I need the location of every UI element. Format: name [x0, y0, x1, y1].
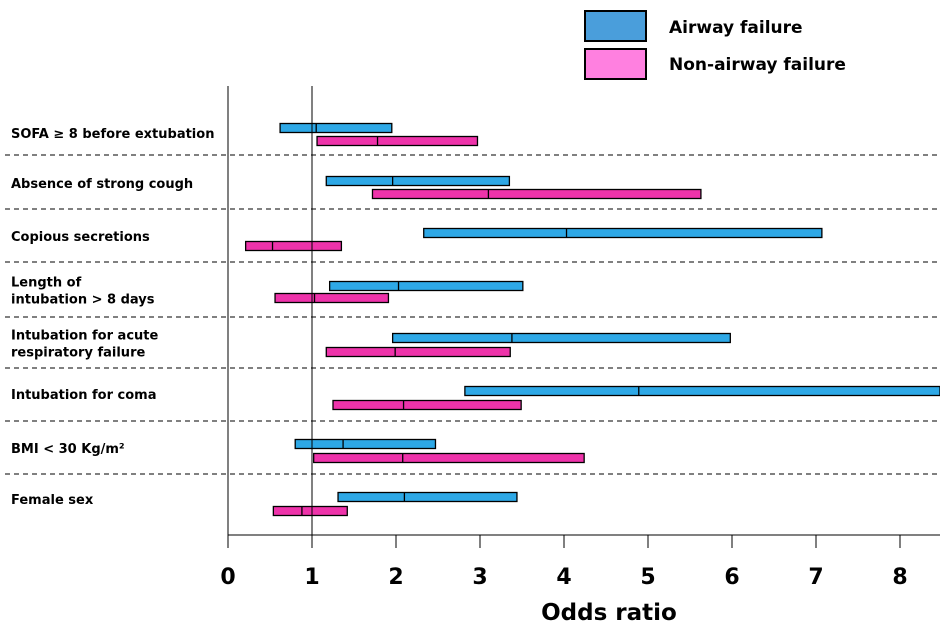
- x-tick-label: 0: [220, 565, 235, 590]
- category-label: SOFA ≥ 8 before extubation: [11, 127, 214, 142]
- ci-bar: [244, 240, 343, 252]
- legend-swatch-airway: [584, 10, 647, 42]
- category-label: Female sex: [11, 493, 94, 508]
- x-tick-label: 7: [808, 565, 823, 590]
- x-tick-label: 6: [724, 565, 739, 590]
- ci-bar: [337, 491, 518, 503]
- x-tick-label: 4: [556, 565, 571, 590]
- legend-label-non-airway: Non-airway failure: [669, 55, 846, 75]
- ci-bar: [316, 135, 479, 147]
- x-tick-label: 5: [640, 565, 655, 590]
- ci-bar: [325, 346, 511, 358]
- x-tick-label: 1: [304, 565, 319, 590]
- category-label: Absence of strong cough: [11, 177, 193, 192]
- ci-bar: [325, 175, 511, 187]
- legend-swatch-non-airway: [584, 48, 647, 80]
- x-tick-label: 2: [388, 565, 403, 590]
- ci-bar: [274, 292, 390, 304]
- legend: Airway failure Non-airway failure: [584, 10, 846, 80]
- category-label: Intubation for coma: [11, 388, 157, 403]
- category-label: intubation > 8 days: [11, 293, 155, 308]
- bars-layer: [244, 122, 940, 517]
- ci-bar: [328, 280, 524, 292]
- ci-bar: [279, 122, 393, 134]
- x-tick-label: 8: [892, 565, 907, 590]
- category-labels: SOFA ≥ 8 before extubation Absence of str…: [11, 127, 214, 508]
- category-label: BMI < 30 Kg/m²: [11, 442, 125, 457]
- row-separators: [5, 154, 940, 475]
- x-axis-ticks: 0 1 2 3 4 5 6 7 8: [220, 535, 908, 590]
- legend-label-airway: Airway failure: [669, 18, 803, 38]
- category-label: Copious secretions: [11, 230, 150, 245]
- x-tick-label: 3: [472, 565, 487, 590]
- category-label: Length of: [11, 276, 82, 291]
- axes: [227, 86, 940, 536]
- ci-bar: [391, 332, 731, 344]
- category-label: respiratory failure: [11, 346, 145, 361]
- ci-bar: [371, 188, 702, 200]
- ci-bar: [332, 399, 522, 411]
- ci-bar: [272, 505, 348, 517]
- ci-bar: [313, 452, 585, 464]
- ci-bar: [464, 385, 940, 397]
- ci-bar: [423, 227, 823, 239]
- category-label: Intubation for acute: [11, 329, 158, 344]
- ci-bar: [294, 438, 437, 450]
- x-axis-title: Odds ratio: [541, 600, 677, 623]
